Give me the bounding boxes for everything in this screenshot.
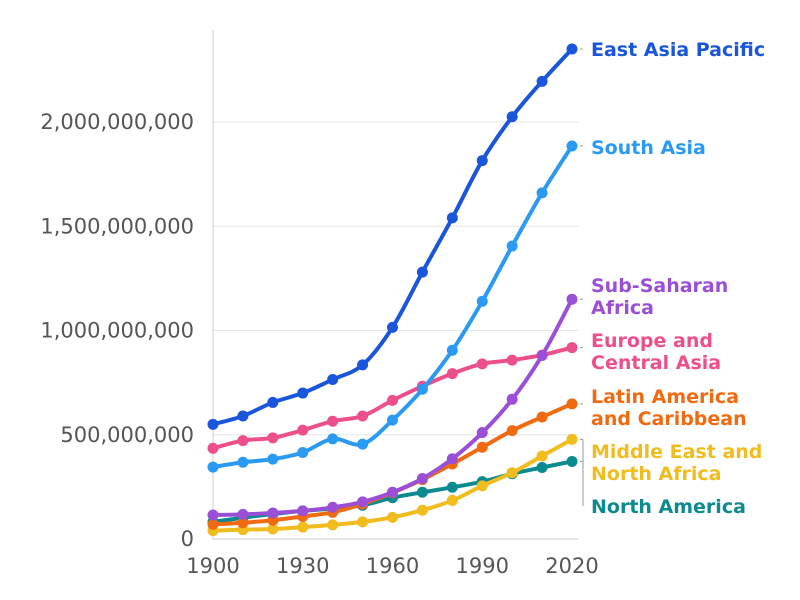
data-point-sub-saharan-africa: [267, 507, 279, 519]
data-point-sub-saharan-africa: [387, 486, 398, 498]
y-tick-label: 1,500,000,000: [40, 214, 194, 238]
data-point-middle-east-and-north-africa: [506, 467, 518, 479]
data-point-latin-america-and-caribbean: [237, 517, 249, 529]
data-point-south-asia: [506, 240, 518, 252]
data-point-middle-east-and-north-africa: [416, 504, 428, 516]
data-point-north-america: [536, 461, 548, 473]
data-point-middle-east-and-north-africa: [357, 516, 369, 528]
data-point-middle-east-and-north-africa: [566, 433, 578, 445]
data-point-north-america: [566, 455, 578, 467]
data-point-south-asia: [357, 438, 369, 450]
data-point-europe-and-central-asia: [237, 435, 249, 447]
data-point-middle-east-and-north-africa: [387, 511, 398, 523]
series-label-east-asia-pacific: East Asia Pacific: [591, 39, 765, 61]
data-point-south-asia: [267, 453, 279, 465]
data-point-europe-and-central-asia: [297, 424, 309, 436]
data-point-sub-saharan-africa: [476, 427, 488, 439]
data-point-south-asia: [446, 344, 458, 356]
data-point-east-asia-pacific: [237, 410, 249, 422]
data-point-europe-and-central-asia: [327, 415, 339, 427]
y-tick-label: 2,000,000,000: [40, 110, 194, 134]
data-point-europe-and-central-asia: [476, 358, 488, 370]
data-point-sub-saharan-africa: [297, 505, 309, 517]
x-tick-label: 1930: [276, 554, 329, 578]
series-label-south-asia: South Asia: [591, 137, 706, 159]
data-point-sub-saharan-africa: [446, 453, 458, 465]
series-label-latin-america-and-caribbean: and Caribbean: [591, 408, 747, 430]
data-point-europe-and-central-asia: [207, 442, 219, 454]
data-point-sub-saharan-africa: [237, 508, 249, 520]
y-tick-label: 1,000,000,000: [40, 319, 194, 343]
data-point-latin-america-and-caribbean: [207, 518, 219, 530]
data-point-europe-and-central-asia: [506, 354, 518, 366]
data-point-sub-saharan-africa: [357, 496, 369, 508]
x-tick-label: 1960: [366, 554, 419, 578]
data-point-south-asia: [416, 383, 428, 395]
series-label-latin-america-and-caribbean: Latin America: [591, 386, 739, 408]
data-point-east-asia-pacific: [446, 212, 458, 224]
data-point-east-asia-pacific: [267, 396, 279, 408]
data-point-middle-east-and-north-africa: [476, 480, 488, 492]
data-point-east-asia-pacific: [476, 155, 488, 167]
data-point-east-asia-pacific: [566, 43, 578, 55]
data-point-south-asia: [237, 456, 249, 468]
data-point-sub-saharan-africa: [536, 350, 548, 362]
data-point-europe-and-central-asia: [566, 342, 578, 354]
series-label-middle-east-and-north-africa: North Africa: [591, 463, 722, 485]
series-label-north-america: North America: [591, 496, 746, 518]
data-point-latin-america-and-caribbean: [566, 398, 578, 410]
data-point-south-asia: [476, 295, 488, 307]
data-point-north-america: [446, 481, 458, 493]
data-point-latin-america-and-caribbean: [506, 425, 518, 437]
x-tick-label: 1900: [186, 554, 239, 578]
data-point-sub-saharan-africa: [327, 501, 339, 513]
data-point-middle-east-and-north-africa: [327, 519, 339, 531]
series-label-europe-and-central-asia: Europe and: [591, 330, 713, 352]
data-point-east-asia-pacific: [297, 387, 309, 399]
data-point-europe-and-central-asia: [387, 394, 398, 406]
series-label-sub-saharan-africa: Sub-Saharan: [591, 275, 728, 297]
data-point-sub-saharan-africa: [566, 293, 578, 305]
y-tick-label: 0: [181, 527, 194, 551]
x-tick-label: 1990: [456, 554, 509, 578]
series-label-sub-saharan-africa: Africa: [591, 297, 654, 319]
series-label-europe-and-central-asia: Central Asia: [591, 352, 721, 374]
x-tick-label: 2020: [545, 554, 598, 578]
data-point-middle-east-and-north-africa: [446, 494, 458, 506]
data-point-latin-america-and-caribbean: [476, 441, 488, 453]
data-point-sub-saharan-africa: [506, 393, 518, 405]
data-point-east-asia-pacific: [207, 418, 219, 430]
data-point-south-asia: [387, 414, 398, 426]
data-point-europe-and-central-asia: [446, 368, 458, 380]
data-point-south-asia: [327, 433, 339, 445]
data-point-east-asia-pacific: [416, 266, 428, 278]
data-point-east-asia-pacific: [357, 359, 369, 371]
data-point-south-asia: [207, 461, 219, 473]
series-label-middle-east-and-north-africa: Middle East and: [591, 441, 762, 463]
y-tick-label: 500,000,000: [60, 423, 194, 447]
data-point-europe-and-central-asia: [357, 410, 369, 422]
data-point-middle-east-and-north-africa: [536, 450, 548, 462]
data-point-east-asia-pacific: [387, 321, 398, 333]
data-point-east-asia-pacific: [536, 75, 548, 87]
data-point-middle-east-and-north-africa: [297, 521, 309, 533]
data-point-sub-saharan-africa: [207, 509, 219, 521]
data-point-europe-and-central-asia: [267, 432, 279, 444]
data-point-sub-saharan-africa: [416, 473, 428, 485]
data-point-latin-america-and-caribbean: [536, 411, 548, 423]
data-point-middle-east-and-north-africa: [267, 523, 279, 535]
data-point-east-asia-pacific: [506, 111, 518, 123]
data-point-east-asia-pacific: [327, 373, 339, 385]
data-point-south-asia: [536, 187, 548, 199]
data-point-north-america: [416, 486, 428, 498]
data-point-south-asia: [566, 140, 578, 152]
data-point-south-asia: [297, 446, 309, 458]
